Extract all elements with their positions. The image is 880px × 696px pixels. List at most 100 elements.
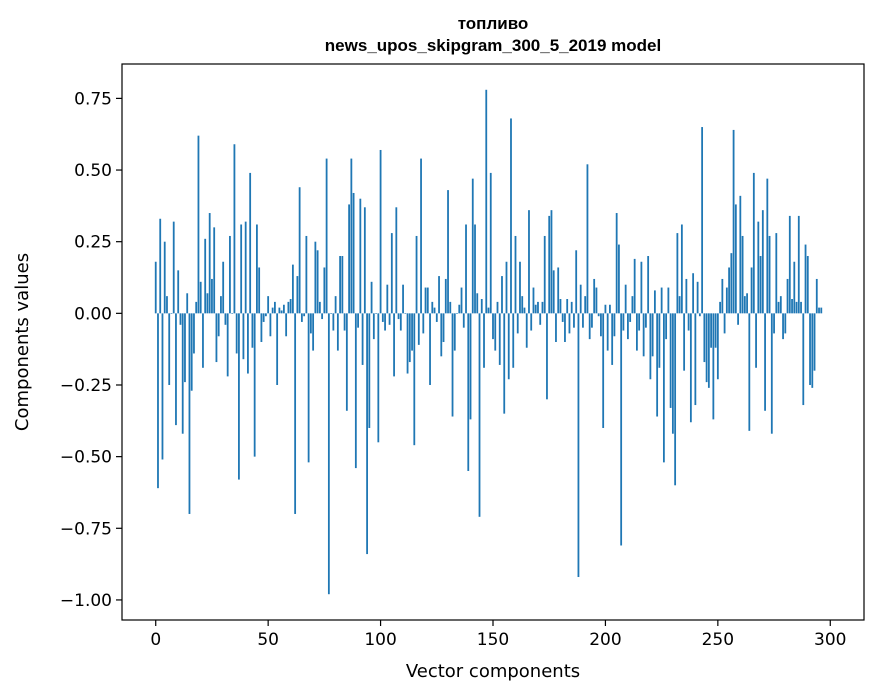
bar-214: [636, 313, 638, 351]
bar-47: [260, 313, 263, 342]
bar-133: [453, 313, 456, 351]
bar-259: [737, 313, 739, 325]
bar-256: [730, 253, 733, 314]
bar-147: [485, 89, 488, 314]
bar-162: [519, 261, 521, 314]
x-tick-label-200: 200: [589, 630, 621, 650]
x-tick-label-300: 300: [814, 630, 846, 650]
bar-159: [512, 313, 515, 368]
bar-225: [660, 287, 663, 314]
bar-136: [460, 287, 463, 314]
bar-153: [498, 313, 501, 365]
bar-26: [213, 227, 216, 314]
bar-186: [573, 313, 575, 328]
bar-50: [267, 296, 270, 314]
bar-22: [204, 238, 207, 314]
bar-115: [413, 313, 416, 446]
bar-231: [674, 313, 677, 486]
bar-221: [651, 313, 654, 357]
bar-227: [665, 313, 668, 340]
bar-142: [474, 224, 476, 314]
bar-127: [440, 313, 443, 357]
bar-25: [211, 278, 213, 314]
bar-10: [177, 270, 180, 314]
bar-107: [395, 207, 398, 314]
bar-199: [602, 313, 605, 428]
bar-223: [656, 313, 659, 417]
bar-206: [618, 244, 620, 314]
bar-123: [431, 301, 434, 314]
bar-32: [226, 313, 229, 377]
bar-134: [456, 313, 458, 314]
bar-241: [696, 281, 699, 314]
bar-269: [759, 256, 762, 314]
bar-75: [323, 267, 326, 314]
bar-211: [629, 313, 632, 322]
bar-126: [438, 276, 440, 314]
bar-28: [217, 313, 220, 337]
bar-276: [775, 233, 778, 314]
bar-110: [402, 284, 404, 314]
bar-116: [415, 235, 418, 314]
bar-34: [231, 313, 234, 314]
bar-274: [770, 313, 773, 434]
bar-174: [546, 313, 548, 400]
bar-275: [773, 313, 775, 334]
bar-54: [276, 313, 279, 385]
bar-168: [532, 287, 535, 314]
bar-156: [505, 261, 508, 314]
bar-37: [238, 313, 240, 480]
bar-27: [215, 313, 218, 363]
bar-198: [600, 313, 602, 337]
bar-62: [294, 313, 297, 514]
bar-95: [368, 313, 371, 428]
bar-195: [593, 278, 596, 314]
bar-11: [179, 313, 182, 325]
bar-89: [354, 313, 357, 469]
bar-131: [449, 301, 452, 314]
bar-118: [420, 158, 422, 314]
bar-249: [714, 313, 717, 348]
bars-group: [154, 89, 823, 595]
bar-234: [680, 224, 683, 314]
bar-291: [809, 313, 811, 385]
bar-209: [624, 284, 627, 314]
bar-60: [289, 299, 292, 314]
bar-296: [820, 307, 823, 314]
x-tick-label-0: 0: [150, 630, 161, 650]
bar-263: [746, 293, 748, 314]
bar-285: [795, 301, 798, 314]
bar-33: [229, 235, 231, 314]
bar-6: [168, 313, 171, 385]
y-tick-label-4: 0.00: [74, 304, 112, 324]
bar-187: [575, 250, 578, 314]
bar-58: [285, 313, 288, 337]
bar-292: [811, 313, 814, 388]
bar-278: [779, 296, 782, 314]
bar-295: [818, 307, 820, 314]
bar-261: [741, 235, 744, 314]
bar-273: [768, 235, 771, 314]
bar-8: [172, 221, 175, 314]
bar-82: [339, 256, 341, 314]
bar-178: [555, 313, 557, 342]
bar-93: [363, 207, 366, 314]
bar-203: [611, 313, 614, 365]
bar-117: [417, 313, 420, 345]
bar-121: [426, 287, 429, 314]
bar-4: [163, 241, 166, 314]
bar-181: [561, 313, 564, 322]
bar-268: [757, 221, 760, 314]
bar-57: [282, 304, 285, 314]
bar-169: [534, 304, 537, 314]
bar-148: [487, 307, 490, 314]
bar-105: [390, 233, 393, 314]
bar-69: [309, 313, 312, 334]
bar-220: [649, 313, 652, 380]
bar-289: [804, 244, 807, 314]
bar-175: [548, 215, 551, 314]
bar-14: [186, 293, 189, 314]
bar-138: [465, 224, 467, 314]
y-tick-label-5: 0.25: [74, 233, 112, 253]
x-axis-label: Vector components: [406, 661, 580, 682]
